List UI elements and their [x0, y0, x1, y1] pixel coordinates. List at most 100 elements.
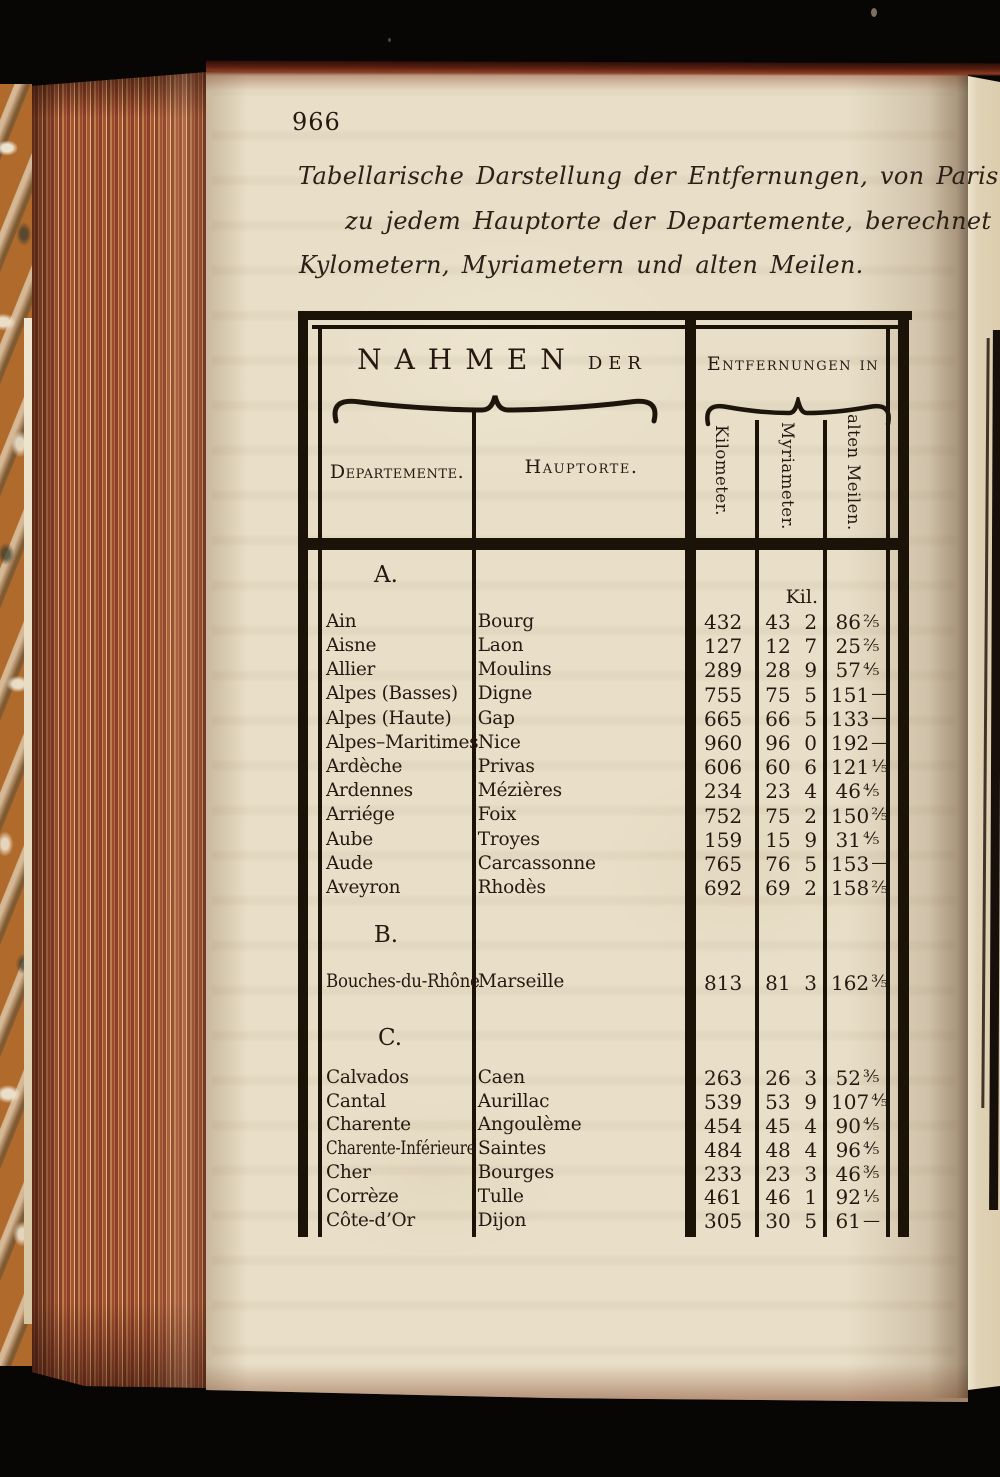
- myriameter-value: 76: [765, 851, 791, 876]
- hauptort-name: Caen: [477, 1066, 525, 1088]
- meilen-cell: 57 ⅘: [831, 660, 887, 680]
- myriameter-value: 75: [765, 682, 791, 707]
- myriameter-value: 23: [765, 779, 791, 804]
- kilometer-value: 159: [704, 827, 743, 852]
- meilen-cell: 162 ⅗: [831, 972, 888, 993]
- hauptort-name: Angoulème: [477, 1114, 582, 1136]
- meilen-fraction: ⅖: [863, 635, 880, 656]
- column-header-kilometer: Kilometer.: [712, 425, 731, 516]
- myriameter-kil-remainder: 7: [804, 634, 818, 659]
- meilen-fraction: ⅕: [863, 1186, 880, 1207]
- departement-name: Côte-d’Or: [326, 1210, 415, 1232]
- myriameter-value: 23: [765, 1161, 791, 1186]
- hauptort-name: Tulle: [477, 1186, 524, 1208]
- myriameter-kil-remainder: 0: [804, 731, 818, 756]
- kilometer-value: 454: [704, 1113, 743, 1138]
- names-group-label: NAHMEN: [357, 343, 578, 376]
- table-row: Aude Carcassonne 765 76 5 153 —: [326, 852, 888, 876]
- column-group-names: NAHMEN DER: [326, 343, 678, 376]
- myriameter-kil-remainder: 5: [804, 1209, 818, 1234]
- departement-name: Aude: [326, 852, 373, 874]
- meilen-fraction: ⅗: [871, 972, 888, 992]
- departement-name: Ardèche: [326, 755, 403, 777]
- myriameter-cell: 53 9: [762, 1092, 823, 1112]
- table-row: Cher Bourges 233 23 3 46 ⅗: [326, 1162, 887, 1186]
- departement-name: Charente: [326, 1114, 411, 1136]
- meilen-whole: 31: [835, 827, 861, 852]
- title-line-3: Kylometern, Myriametern und alten Meilen…: [299, 251, 864, 279]
- names-group-brace: [332, 395, 658, 424]
- myriameter-value: 46: [765, 1185, 791, 1210]
- section-b-rows: Bouches-du-Rhône Marseille 813 81 3 162 …: [326, 969, 888, 996]
- myriameter-value: 26: [765, 1065, 791, 1090]
- hauptort-name: Marseille: [477, 971, 565, 993]
- myriameter-kil-remainder: 6: [804, 755, 818, 780]
- departement-name: Allier: [326, 659, 376, 681]
- myriameter-cell: 23 3: [762, 1164, 823, 1184]
- meilen-fraction: ⅘: [863, 659, 880, 680]
- hauptort-cell: Angoulème: [478, 1116, 685, 1135]
- hauptort-cell: Bourg: [478, 612, 685, 632]
- hauptort-cell: Caen: [477, 1066, 685, 1088]
- meilen-cell: 150 ⅖: [831, 803, 888, 828]
- meilen-cell: 92 ⅕: [831, 1187, 887, 1207]
- myriameter-value: 15: [765, 827, 791, 852]
- myriameter-cell: 26 3: [762, 1068, 823, 1088]
- myriameter-value: 48: [765, 1137, 791, 1162]
- table-row: Ardennes Mézières 234 23 4 46 ⅘: [326, 779, 887, 803]
- myriameter-kil-remainder: 1: [804, 1185, 818, 1210]
- hauptort-cell: Gap: [478, 709, 685, 729]
- meilen-cell: 52 ⅗: [831, 1068, 887, 1088]
- meilen-fraction: ⅘: [863, 1139, 880, 1160]
- hauptort-name: Troyes: [477, 828, 540, 850]
- hauptort-cell: Laon: [478, 637, 685, 656]
- title-line-2: zu jedem Hauptorte der Departemente, ber…: [345, 207, 1000, 235]
- departement-name: Cher: [326, 1162, 371, 1184]
- myriameter-cell: 81 3: [762, 973, 823, 993]
- meilen-cell: 96 ⅘: [831, 1140, 887, 1160]
- hauptort-cell: Nice: [478, 733, 684, 753]
- departement-name: Bouches-du-Rhône: [326, 971, 480, 993]
- meilen-whole: 150: [831, 803, 870, 828]
- kilometer-value: 813: [704, 970, 743, 995]
- departement-cell: Aisne: [326, 637, 472, 656]
- kilometer-value: 234: [704, 779, 743, 804]
- column-header-myriameter: Myriameter.: [778, 422, 797, 530]
- hauptort-cell: Foix: [478, 806, 685, 825]
- hauptort-cell: Troyes: [477, 828, 685, 850]
- kil-unit-label: Kil.: [785, 586, 818, 608]
- myriameter-value: 75: [765, 803, 791, 828]
- departement-name: Cantal: [326, 1090, 386, 1112]
- book-page-block-fore-edge: [32, 72, 208, 1388]
- meilen-fraction: ⅘: [863, 780, 880, 801]
- meilen-cell: 86 ⅖: [831, 612, 887, 632]
- hauptort-name: Mézières: [477, 780, 562, 802]
- meilen-whole: 121: [831, 755, 870, 780]
- table-border-left-outer: [298, 311, 308, 1237]
- kilometer-value: 432: [704, 610, 743, 635]
- title-line-1: Tabellarische Darstellung der Entfernung…: [298, 162, 1000, 190]
- kilometer-value: 539: [703, 1089, 743, 1114]
- departement-name: Aisne: [326, 635, 377, 657]
- table-border-right-inner: [886, 325, 890, 1237]
- kilometer-value: 305: [704, 1209, 743, 1234]
- meilen-whole: 52: [835, 1065, 861, 1090]
- kilometer-value: 692: [703, 876, 743, 901]
- myriameter-cell: 66 5: [762, 709, 823, 729]
- meilen-whole: 61: [835, 1209, 861, 1234]
- table-border-top-inner: [312, 325, 898, 329]
- myriameter-cell: 46 1: [762, 1187, 823, 1207]
- myriameter-cell: 76 5: [762, 854, 823, 874]
- myriameter-kil-remainder: 4: [804, 1113, 818, 1138]
- section-letter-a: A.: [374, 562, 398, 588]
- kilometer-value: 665: [703, 706, 743, 731]
- meilen-cell: 25 ⅖: [831, 636, 887, 656]
- myriameter-cell: 69 2: [762, 878, 823, 898]
- meilen-whole: 46: [835, 1161, 861, 1186]
- departement-name: Corrèze: [326, 1186, 399, 1208]
- myriameter-value: 81: [765, 970, 791, 995]
- departement-cell: Charente-Inférieure: [326, 1140, 476, 1159]
- table-divider-myriameter-meilen: [823, 420, 827, 1237]
- myriameter-kil-remainder: 9: [804, 658, 818, 683]
